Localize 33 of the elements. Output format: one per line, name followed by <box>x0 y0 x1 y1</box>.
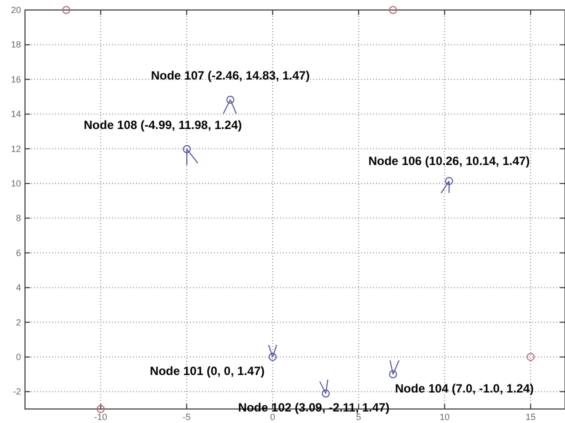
y-tick-label: 8 <box>16 213 21 224</box>
annotation: Node 106 (10.26, 10.14, 1.47) <box>368 154 530 168</box>
y-tick-label: 12 <box>10 144 21 154</box>
y-tick-label: 16 <box>10 74 21 84</box>
point <box>226 96 234 104</box>
y-tick-label: 2 <box>16 317 21 328</box>
annotation: Node 107 (-2.46, 14.83, 1.47) <box>150 68 310 83</box>
y-tick-label: 14 <box>10 109 21 120</box>
point <box>62 6 70 14</box>
annotation: Node 104 (7.0, -1.0, 1.24) <box>395 381 534 396</box>
point <box>182 145 191 154</box>
point <box>526 352 535 361</box>
annotation: Node 101 (0, 0, 1.47) <box>150 364 265 378</box>
x-tick-label: -5 <box>182 412 191 422</box>
point <box>389 6 398 14</box>
y-tick-label: 20 <box>10 5 21 15</box>
point <box>268 352 277 361</box>
x-tick-label: 10 <box>440 412 450 422</box>
x-tick-label: 5 <box>356 412 362 422</box>
point <box>445 177 454 186</box>
y-tick-label: 4 <box>16 282 21 293</box>
y-tick-label: 6 <box>16 248 21 258</box>
point <box>96 405 105 413</box>
y-tick-label: 18 <box>10 40 21 50</box>
x-tick-label: 15 <box>526 412 536 422</box>
point <box>389 370 398 378</box>
point <box>322 390 330 398</box>
x-tick-label: 0 <box>270 412 276 422</box>
annotation: Node 108 (-4.99, 11.98, 1.24) <box>84 118 242 132</box>
x-tick-label: -10 <box>94 412 108 422</box>
y-tick-label: 0 <box>16 352 21 362</box>
y-tick-label: -2 <box>12 386 21 397</box>
y-tick-label: 10 <box>10 178 21 188</box>
